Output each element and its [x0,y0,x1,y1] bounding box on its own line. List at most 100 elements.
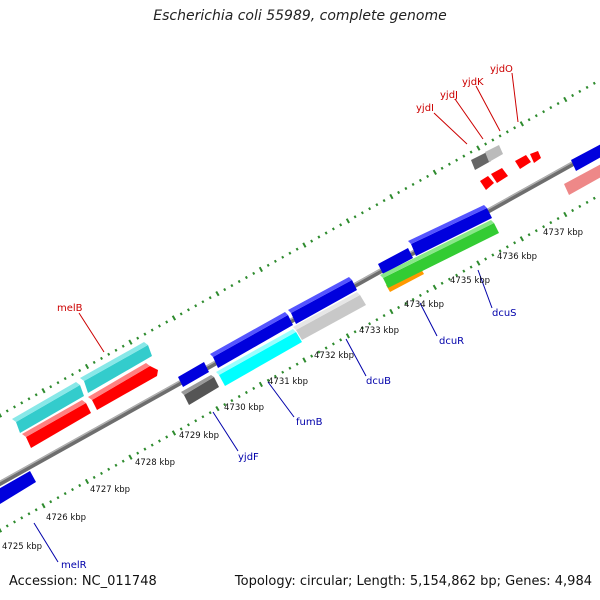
lower-ruler-tick [143,447,147,451]
upper-ruler-tick [549,106,553,110]
lower-ruler-tick [92,475,96,479]
upper-ruler-tick [78,368,82,373]
gene-label-fumB[interactable]: fumB [296,417,323,428]
lower-ruler-tick [100,471,103,475]
yjd-red-4[interactable] [530,151,541,163]
lower-ruler-tick [447,277,451,281]
lower-ruler-tick [84,478,90,485]
upper-ruler-tick [571,93,575,98]
upper-ruler-tick [41,388,46,394]
melB-red-b[interactable] [92,366,158,410]
upper-ruler-tick [462,154,466,158]
gene-label-dcuR[interactable]: dcuR [439,336,464,347]
gene-label-yjdK[interactable]: yjdK [462,77,484,88]
melB-cyan-a[interactable] [16,385,84,433]
lower-ruler-tick [165,435,169,439]
lower-ruler-tick [194,419,198,423]
upper-ruler-tick [34,393,38,397]
upper-ruler-tick [63,377,67,381]
melB-red-a[interactable] [26,403,91,448]
lower-ruler-tick [397,305,401,310]
yjd-gray-dark[interactable] [471,152,491,170]
dcuS-blue-top [408,205,487,244]
upper-ruler-tick [179,312,183,316]
upper-ruler-tick [491,138,495,142]
melR-block[interactable] [0,471,36,504]
upper-ruler-tick [71,373,74,377]
dcuB-blue[interactable] [291,280,357,324]
melB-cyan-b[interactable] [84,345,152,393]
topology-text: Topology: circular; Length: 5,154,862 bp… [234,574,592,589]
tick-label-4733: 4733 kbp [359,326,399,336]
lower-ruler-tick [455,273,459,277]
dcuB-silver[interactable] [296,295,366,340]
right-pink[interactable] [564,162,600,195]
lower-ruler-tick [5,524,9,528]
gene-label-yjdJ[interactable]: yjdJ [440,90,458,101]
upper-ruler-tick [273,259,277,263]
upper-ruler-tick [426,174,430,178]
gene-label-yjdF[interactable]: yjdF [238,452,259,463]
yjd-red-3[interactable] [515,155,531,169]
upper-ruler-tick [136,336,140,340]
lower-ruler-tick [534,229,538,233]
gene-label-yjdI[interactable]: yjdI [416,103,434,114]
dcuB-blue-top [288,277,352,313]
lower-ruler-tick [288,366,292,370]
yjdF-blue[interactable] [178,362,209,387]
lower-ruler-tick [20,516,24,520]
gene-label-dcuB[interactable]: dcuB [366,376,391,387]
tick-label-4727: 4727 kbp [90,485,130,495]
lower-ruler-tick [404,301,408,306]
upper-ruler-tick [165,320,169,324]
upper-ruler-tick [556,102,560,106]
lower-ruler-tick [223,403,227,407]
lower-ruler-tick [476,260,481,266]
fumB-blue[interactable] [213,315,293,368]
lower-ruler-tick [368,322,372,326]
lower-ruler-tick [114,463,118,467]
upper-ruler-tick [223,288,227,292]
lower-ruler-tick [266,378,270,382]
lower-ruler-tick [281,370,285,374]
lower-ruler-tick [13,520,16,524]
lower-ruler-tick [136,451,140,455]
dcuS-blue[interactable] [411,208,492,256]
lower-ruler-tick [273,374,277,378]
lower-ruler-tick [432,284,437,290]
yjd-gray-light[interactable] [485,145,503,162]
gene-label-yjdO[interactable]: yjdO [490,64,513,75]
gene-label-dcuS[interactable]: dcuS [492,308,517,319]
upper-ruler-tick [317,235,321,239]
yjd-red-1[interactable] [480,176,494,190]
dcuR-blue[interactable] [378,248,413,274]
gene-label-melB[interactable]: melB [57,303,83,314]
fumB-cyan[interactable] [219,332,302,386]
upper-ruler-tick [331,227,335,231]
tick-label-4735: 4735 kbp [450,276,490,286]
lower-ruler-tick [491,253,495,257]
upper-ruler-tick [505,130,509,134]
upper-tick-ruler [0,81,596,418]
melB-red-b-top [88,363,150,400]
lower-ruler-tick [462,269,466,273]
upper-ruler-tick [208,296,212,300]
upper-ruler-tick [27,397,31,401]
upper-ruler-tick [324,231,328,235]
fumB-cyan-top [216,329,296,375]
lower-ruler-tick [128,454,133,460]
dcuS-green[interactable] [383,223,499,288]
yjdF-gray[interactable] [184,377,219,405]
upper-ruler-tick [244,275,248,280]
lower-ruler-tick [49,500,53,504]
yjd-red-2[interactable] [491,168,508,183]
lower-ruler-tick [0,527,3,533]
upper-ruler-tick [368,207,372,211]
lower-ruler-tick [179,427,183,431]
gene-label-melR[interactable]: melR [61,560,87,571]
upper-ruler-tick [519,121,524,127]
upper-ruler-tick [13,405,16,409]
lower-ruler-tick [56,496,60,500]
right-blue[interactable] [571,142,600,171]
lower-ruler-tick [375,318,379,322]
